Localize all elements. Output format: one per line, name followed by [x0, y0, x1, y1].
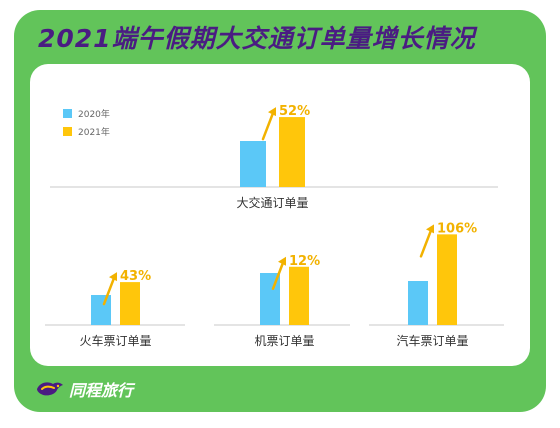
bar-charts: 52% 大交通订单量 43% 火车票订单量 12% 机票订单量 106% 汽车票订单量	[45, 104, 504, 348]
brand-footer: 同程旅行	[36, 377, 133, 401]
tongcheng-logo-icon	[37, 382, 63, 396]
growth-arrow-icon	[102, 276, 116, 306]
category-label: 火车票订单量	[79, 333, 151, 348]
legend-label-2020: 2020年	[78, 108, 110, 120]
bar-2021	[120, 282, 140, 325]
category-label: 机票订单量	[254, 334, 314, 348]
bar-2021	[437, 234, 457, 325]
chart-group-3: 106% 汽车票订单量	[369, 221, 504, 348]
chart-group-2: 12% 机票订单量	[214, 254, 350, 348]
growth-label: 43%	[120, 269, 151, 284]
growth-arrowhead-icon	[426, 224, 434, 234]
chart-group-0: 52% 大交通订单量	[50, 104, 498, 210]
growth-arrowhead-icon	[278, 256, 286, 266]
growth-arrow-icon	[261, 111, 275, 141]
bar-2020	[91, 295, 111, 325]
legend-swatch-2020	[63, 109, 72, 118]
brand-name: 同程旅行	[69, 381, 134, 400]
growth-arrow-icon	[419, 229, 433, 258]
growth-label: 52%	[279, 104, 310, 119]
chart-title: 2021端午假期大交通订单量增长情况	[38, 24, 476, 53]
bar-2020	[408, 281, 428, 325]
category-label: 大交通订单量	[236, 195, 308, 210]
bar-2021	[289, 266, 309, 325]
growth-label: 106%	[437, 221, 477, 236]
legend: 2020年 2021年	[63, 108, 110, 138]
category-label: 汽车票订单量	[396, 333, 468, 348]
chart-group-1: 43% 火车票订单量	[45, 269, 185, 348]
legend-swatch-2021	[63, 127, 72, 136]
legend-label-2021: 2021年	[78, 126, 110, 138]
growth-arrowhead-icon	[109, 272, 117, 282]
growth-arrowhead-icon	[268, 107, 276, 117]
bar-2020	[240, 141, 266, 187]
growth-arrow-icon	[271, 261, 285, 291]
bar-2021	[279, 117, 305, 187]
growth-label: 12%	[289, 254, 320, 269]
